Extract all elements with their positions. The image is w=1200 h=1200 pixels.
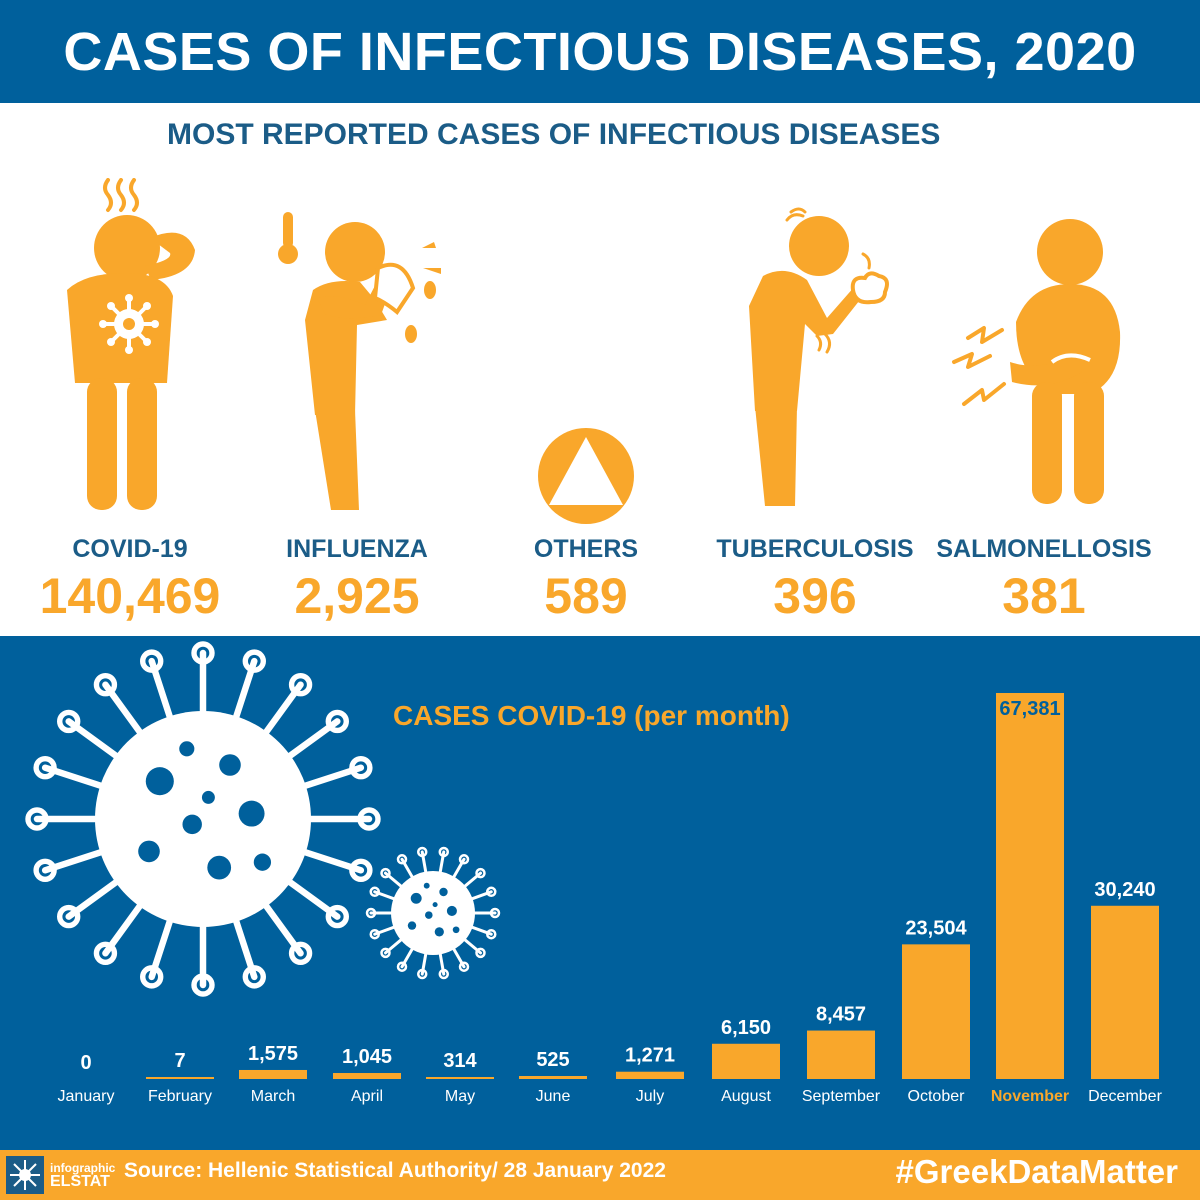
chart-title: CASES COVID-19 (per month) — [393, 700, 790, 731]
value-label-september: 8,457 — [816, 1004, 866, 1026]
elstat-logo: infographic ELSTAT — [6, 1152, 116, 1198]
person-stomachache-icon — [950, 212, 1125, 512]
category-label-december: December — [1088, 1088, 1162, 1105]
bar-march — [239, 1069, 307, 1079]
person-coughing-icon — [735, 206, 895, 516]
bar-february — [146, 1077, 214, 1079]
value-label-october: 23,504 — [905, 917, 967, 939]
category-label-february: February — [148, 1088, 212, 1105]
section-title: MOST REPORTED CASES OF INFECTIOUS DISEAS… — [167, 118, 941, 151]
value-label-december: 30,240 — [1094, 879, 1155, 901]
page-title: CASES OF INFECTIOUS DISEASES, 2020 — [63, 21, 1137, 82]
category-label-april: April — [351, 1088, 383, 1105]
virus-large-icon — [25, 641, 381, 997]
virus-small-icon — [365, 846, 501, 980]
covid-monthly-chart: 0 January 7 February 1,575 March 1,045 April 314… — [25, 641, 1163, 1105]
category-label-january: January — [58, 1088, 115, 1105]
bar-august — [712, 1043, 780, 1079]
disease-name-tuberculosis: TUBERCULOSIS — [716, 535, 914, 563]
logo-line-2: ELSTAT — [50, 1173, 110, 1190]
bar-september — [807, 1030, 875, 1079]
disease-count-influenza: 2,925 — [294, 568, 420, 624]
disease-name-salmonellosis: SALMONELLOSIS — [936, 535, 1152, 563]
value-label-february: 7 — [174, 1050, 185, 1072]
disease-name-others: OTHERS — [533, 535, 639, 563]
category-label-september: September — [802, 1088, 881, 1105]
bar-december — [1091, 905, 1159, 1079]
footer-bar — [0, 1150, 1200, 1200]
header-banner: CASES OF INFECTIOUS DISEASES, 2020 — [0, 0, 1200, 103]
hashtag-text: #GreekDataMatter — [895, 1153, 1178, 1190]
value-label-july: 1,271 — [625, 1045, 675, 1067]
category-label-july: July — [636, 1088, 664, 1105]
source-text: Source: Hellenic Statistical Authority/ … — [124, 1159, 666, 1182]
value-label-january: 0 — [80, 1052, 91, 1074]
value-label-august: 6,150 — [721, 1017, 771, 1039]
value-label-april: 1,045 — [342, 1046, 392, 1068]
person-sneezing-icon — [275, 210, 445, 520]
disease-count-covid19: 140,469 — [39, 568, 221, 624]
disease-name-influenza: INFLUENZA — [286, 535, 428, 563]
elstat-logo-icon — [6, 1156, 44, 1194]
bar-april — [333, 1073, 401, 1079]
disease-name-covid19: COVID-19 — [72, 535, 188, 563]
person-headache-icon — [55, 178, 205, 518]
category-label-may: May — [445, 1088, 475, 1105]
disease-count-others: 589 — [544, 568, 628, 624]
category-label-november: November — [991, 1088, 1069, 1105]
bar-may — [426, 1077, 494, 1079]
bar-june — [519, 1075, 587, 1079]
value-label-may: 314 — [443, 1050, 477, 1072]
value-label-march: 1,575 — [248, 1043, 298, 1065]
value-label-november: 67,381 — [999, 698, 1060, 720]
category-label-october: October — [908, 1088, 966, 1105]
value-label-june: 525 — [536, 1049, 569, 1071]
bar-october — [902, 944, 970, 1079]
category-label-august: August — [721, 1088, 771, 1105]
category-label-june: June — [536, 1088, 571, 1105]
disease-count-tuberculosis: 396 — [773, 568, 857, 624]
bar-july — [616, 1071, 684, 1079]
triangle-circle-icon — [537, 427, 635, 525]
bar-november — [996, 693, 1064, 1079]
category-label-march: March — [251, 1088, 295, 1105]
disease-count-salmonellosis: 381 — [1002, 568, 1086, 624]
logo-line-1: infographic — [50, 1161, 116, 1175]
